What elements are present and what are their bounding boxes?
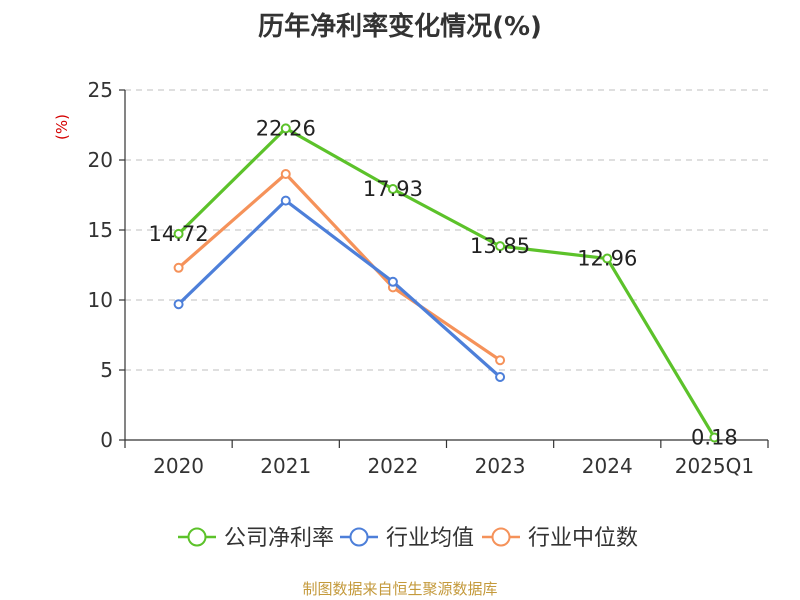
x-tick-label-2024: 2024	[582, 454, 633, 478]
data-point-s2-2020	[173, 262, 184, 273]
series-line-2	[177, 172, 501, 362]
data-point-s1-2021	[280, 195, 291, 206]
y-tick-label-15: 15	[88, 218, 113, 242]
legend-marker-1	[349, 527, 369, 547]
x-tick-label-2020: 2020	[153, 454, 204, 478]
data-label-2021: 22.26	[256, 116, 316, 140]
legend-label-2: 行业中位数	[528, 526, 638, 551]
legend-label-0: 公司净利率	[224, 526, 334, 551]
grid-layer	[125, 89, 768, 371]
data-point-s0-2022	[387, 183, 398, 194]
data-point-s0-2024	[602, 253, 613, 264]
x-tick-label-2023: 2023	[475, 454, 526, 478]
legend-item-2: 行业中位数	[482, 526, 638, 551]
data-label-2023: 13.85	[470, 234, 530, 258]
axis-layer: 0 5 10 15 20 25 (%) 2020 2021 2022 2023 2024 2025Q1	[53, 78, 769, 478]
data-label-2020: 14.72	[149, 222, 209, 246]
data-point-s1-2023	[495, 372, 506, 382]
legend-marker-2	[491, 527, 511, 547]
legend-label-1: 行业均值	[386, 526, 474, 551]
data-point-s0-2025Q1	[709, 432, 720, 443]
y-tick-label-0: 0	[100, 428, 113, 452]
legend: 公司净利率 行业均值 行业中位数	[178, 526, 638, 551]
x-tick-label-2025Q1: 2025Q1	[675, 454, 754, 478]
y-axis-label: (%)	[53, 114, 71, 140]
y-tick-label-10: 10	[88, 288, 113, 312]
data-label-2025Q1: 0.18	[691, 425, 738, 449]
data-point-s1-2020	[173, 299, 184, 310]
data-point-s2-2021	[280, 169, 291, 179]
source-footer: 制图数据来自恒生聚源数据库	[302, 580, 498, 598]
data-point-s0-2020	[173, 228, 184, 239]
data-point-s0-2023	[495, 241, 506, 252]
data-point-s1-2022	[387, 276, 398, 287]
data-label-2022: 17.93	[363, 177, 423, 201]
y-tick-label-25: 25	[88, 78, 113, 102]
data-point-s0-2021	[280, 123, 291, 134]
data-point-s2-2023	[495, 355, 506, 366]
legend-item-0: 公司净利率	[178, 526, 334, 551]
legend-item-1: 行业均值	[340, 526, 474, 551]
series-line-1	[177, 199, 502, 379]
legend-marker-0	[187, 527, 207, 547]
y-tick-label-5: 5	[100, 358, 113, 382]
x-tick-label-2021: 2021	[260, 454, 311, 478]
chart-title: 历年净利率变化情况(%)	[258, 12, 542, 42]
y-tick-label-20: 20	[88, 148, 113, 172]
x-tick-label-2022: 2022	[367, 454, 418, 478]
series-line-0	[177, 126, 716, 439]
data-label-layer: 14.72 22.26 17.93 13.85 12.96 0.18	[149, 116, 738, 449]
series-layer	[173, 123, 720, 443]
data-label-2024: 12.96	[577, 247, 637, 271]
